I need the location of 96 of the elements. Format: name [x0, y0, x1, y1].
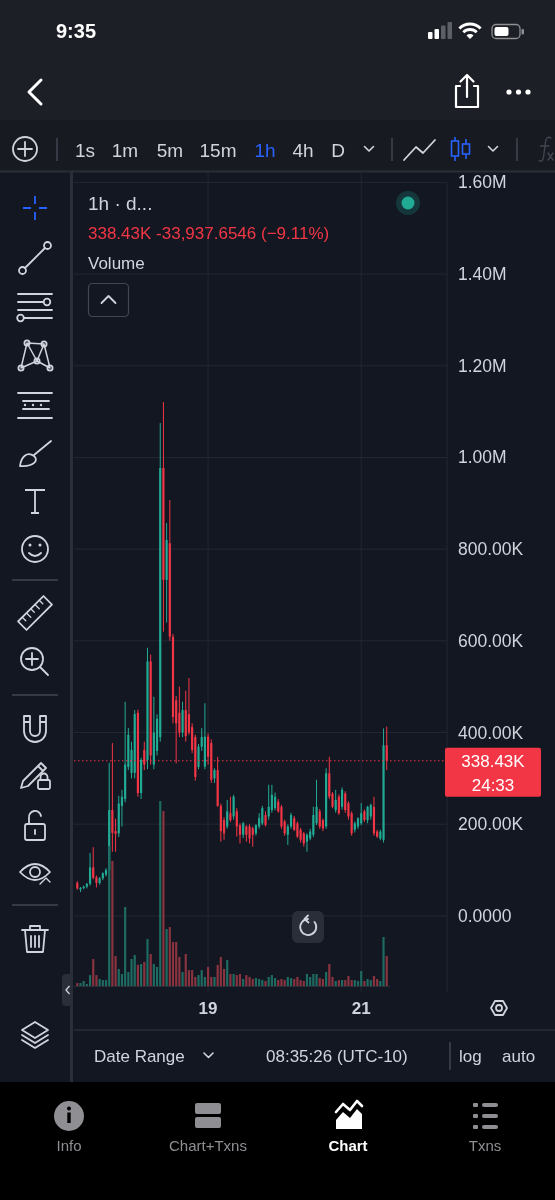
- bar: [136, 964, 139, 986]
- bar: [88, 975, 92, 986]
- bar: [226, 959, 229, 986]
- bar: [200, 970, 203, 986]
- bar: [162, 810, 165, 986]
- text: Chart+Txns: [169, 1136, 247, 1154]
- bar: [219, 956, 222, 986]
- bar: [360, 971, 363, 986]
- bar: [133, 954, 136, 986]
- candlestick: [229, 796, 232, 823]
- bar: [385, 956, 388, 986]
- bar: [117, 968, 120, 986]
- bar: [283, 980, 286, 986]
- candlestick: [92, 846, 95, 880]
- text: D: [331, 139, 345, 161]
- text: 1h: [254, 139, 276, 161]
- bar: [299, 980, 302, 986]
- y-tick-label: 1.20M: [458, 355, 507, 376]
- bar: [248, 976, 251, 986]
- ref-line-label: 338.43K: [461, 752, 526, 772]
- text: Chart: [328, 1136, 368, 1154]
- bar: [382, 936, 385, 986]
- bar: [280, 978, 283, 986]
- bar: [325, 971, 328, 986]
- y-tick-label: 1.60M: [458, 172, 507, 193]
- x-tick-label: 21: [351, 998, 371, 1018]
- candlestick: [251, 826, 254, 848]
- text: Info: [56, 1136, 82, 1154]
- candlestick: [340, 787, 344, 811]
- candlestick: [248, 823, 251, 844]
- bar: [328, 963, 331, 986]
- x-tick-label: 19: [198, 998, 218, 1018]
- bar: [289, 978, 293, 986]
- bar: [296, 976, 299, 986]
- bar: [267, 976, 270, 986]
- bar: [111, 860, 114, 986]
- chart-title: Volume: [88, 253, 145, 273]
- text: 24:33: [471, 776, 515, 796]
- text: 9:35: [55, 20, 97, 42]
- text: 1s: [74, 139, 96, 161]
- bar: [273, 978, 277, 986]
- bar: [312, 973, 315, 986]
- bar: [124, 907, 127, 986]
- candlestick: [312, 806, 315, 838]
- bar: [254, 978, 258, 986]
- text: 5m: [156, 139, 184, 161]
- bar: [101, 980, 104, 986]
- text: Txns: [468, 1136, 502, 1154]
- bar: [372, 976, 376, 986]
- candlestick: [181, 701, 184, 738]
- text: 4h: [292, 139, 314, 161]
- bar: [152, 963, 155, 986]
- text: auto: [502, 1046, 536, 1066]
- bar: [309, 976, 312, 986]
- text: Date Range: [94, 1046, 185, 1066]
- y-tick-label: 600.00K: [458, 630, 524, 651]
- candlestick: [226, 799, 229, 830]
- y-tick-label: 0.0000: [458, 905, 512, 926]
- bar: [315, 973, 318, 986]
- text: 1h · d...: [88, 192, 153, 214]
- bar: [130, 958, 133, 986]
- y-tick-label: 800.00K: [458, 539, 524, 560]
- candlestick: [270, 784, 273, 814]
- text: 15m: [199, 139, 237, 161]
- bar: [191, 970, 194, 986]
- bar: [270, 975, 273, 986]
- bar: [286, 976, 289, 986]
- bar: [305, 973, 309, 986]
- bar: [181, 971, 184, 986]
- bar: [207, 966, 210, 986]
- bar: [238, 973, 242, 986]
- bar: [146, 939, 149, 986]
- bar: [340, 980, 344, 986]
- bar: [347, 976, 350, 986]
- bar: [149, 954, 152, 986]
- bar: [92, 958, 95, 986]
- bar: [159, 801, 162, 986]
- candlestick: [344, 790, 347, 814]
- y-tick-label: 400.00K: [458, 722, 524, 743]
- candlestick: [318, 808, 321, 830]
- bar: [258, 978, 261, 986]
- text: 08:35:26 (UTC-10): [266, 1046, 408, 1066]
- text: 338.43K -33,937.6546 (−9.11%): [88, 223, 330, 243]
- bar: [175, 941, 178, 986]
- bar: [184, 954, 187, 986]
- y-tick-label: 200.00K: [458, 814, 524, 835]
- text: 1m: [111, 139, 139, 161]
- bar: [318, 978, 321, 986]
- text: log: [459, 1046, 482, 1066]
- y-tick-label: 1.00M: [458, 447, 507, 468]
- bar: [293, 978, 296, 986]
- bar: [302, 981, 305, 986]
- bar: [321, 978, 325, 986]
- bar: [369, 980, 372, 986]
- bar: [82, 981, 85, 986]
- y-tick-label: 1.40M: [458, 264, 507, 285]
